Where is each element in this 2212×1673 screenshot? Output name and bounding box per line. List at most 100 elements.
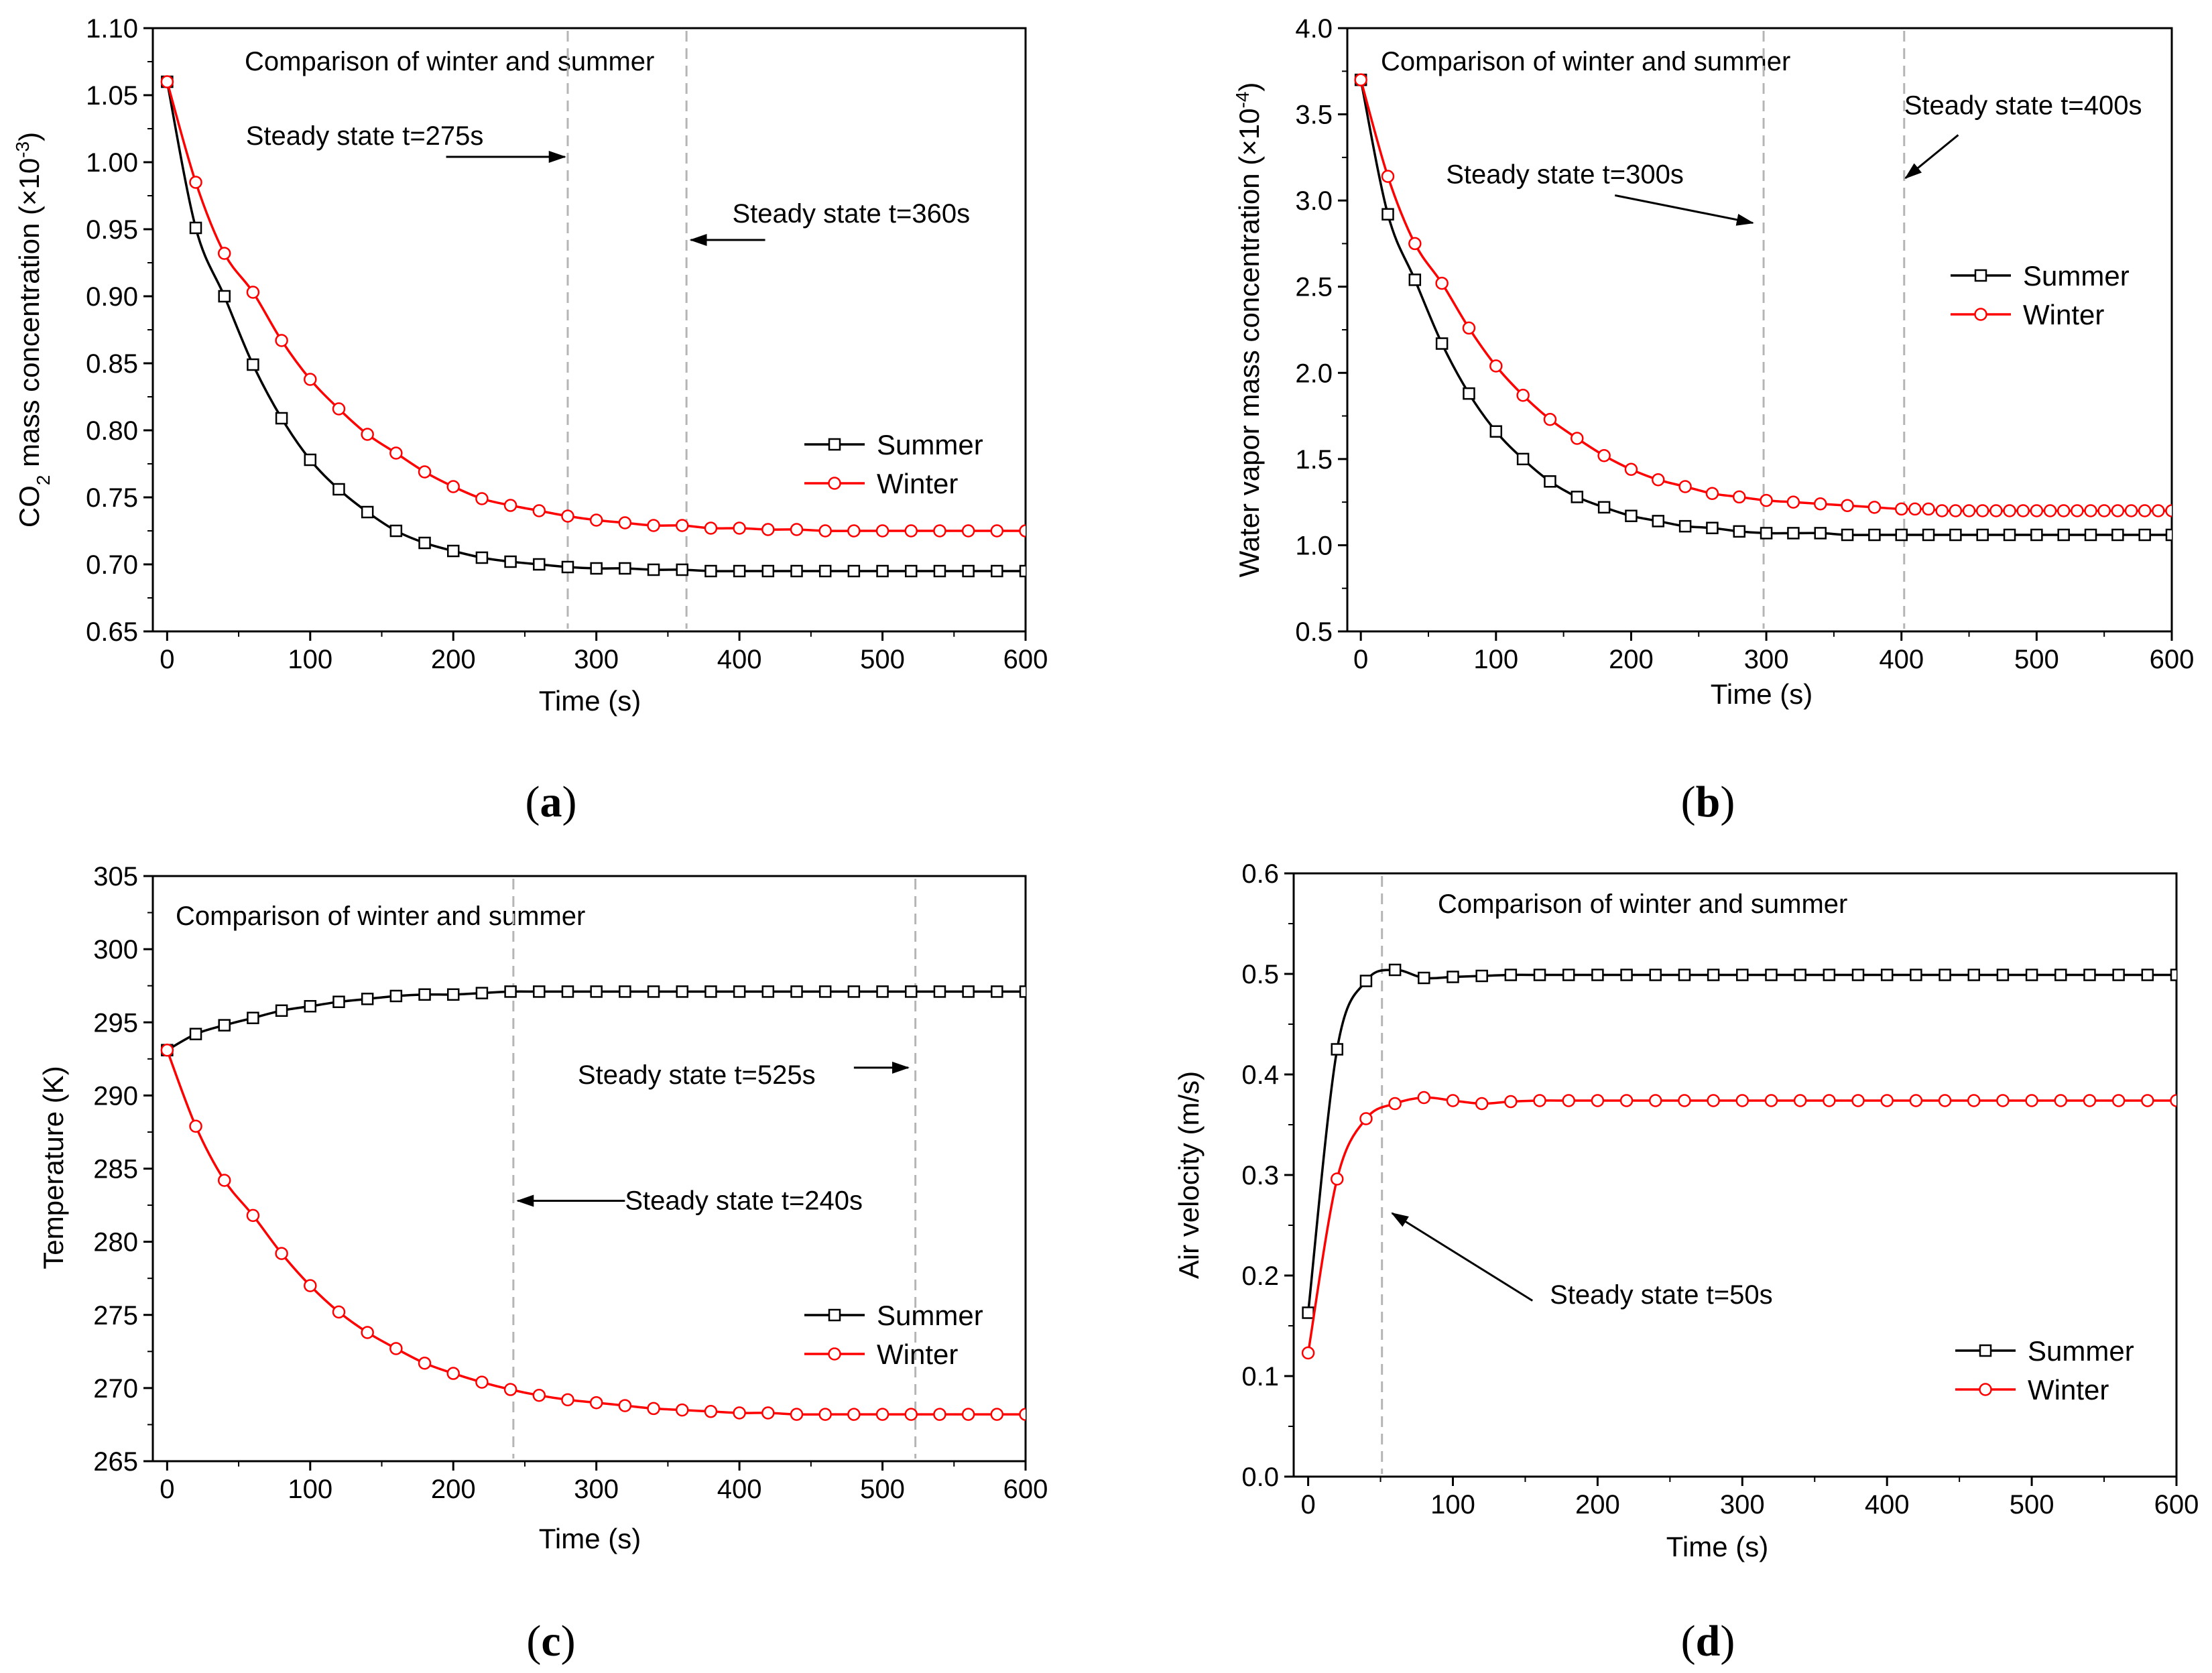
data-point-winter bbox=[904, 1408, 918, 1421]
y-label-sup: -4 bbox=[1232, 92, 1253, 109]
legend-marker-summer bbox=[828, 438, 841, 451]
data-point-winter bbox=[933, 1408, 946, 1421]
data-point-summer bbox=[1949, 528, 1962, 542]
data-point-summer bbox=[1463, 387, 1475, 400]
data-point-winter bbox=[275, 334, 288, 347]
data-point-summer bbox=[2111, 528, 2124, 542]
data-point-winter bbox=[1935, 504, 1949, 517]
data-point-winter bbox=[675, 1403, 689, 1417]
data-point-winter bbox=[1571, 432, 1584, 445]
x-tick-label: 600 bbox=[1003, 1475, 1048, 1504]
series-line-summer bbox=[166, 990, 1026, 1052]
y-tick-label: 0.4 bbox=[1241, 1060, 1279, 1090]
data-point-summer bbox=[1707, 969, 1720, 981]
x-tick-label: 400 bbox=[717, 1475, 762, 1504]
data-point-winter bbox=[532, 504, 546, 517]
data-point-summer bbox=[1996, 969, 2010, 981]
data-point-summer bbox=[2083, 969, 2096, 981]
data-point-summer bbox=[1823, 969, 1836, 981]
y-tick-label: 0.0 bbox=[1241, 1463, 1279, 1492]
data-point-winter bbox=[647, 519, 660, 532]
y-tick-label: 1.5 bbox=[1295, 445, 1333, 475]
data-point-summer bbox=[619, 985, 631, 998]
panel-label-letter: c bbox=[541, 1617, 560, 1666]
x-tick-label: 100 bbox=[1473, 645, 1518, 674]
panel-a: 0 100 200 300 400 500 600 0.65 0.70 0.75 0.80 0.85 0… bbox=[12, 14, 1048, 826]
legend-label-winter: Winter bbox=[877, 468, 958, 499]
data-point-summer bbox=[475, 987, 489, 999]
data-point-summer bbox=[647, 563, 660, 576]
data-point-winter bbox=[1446, 1094, 1460, 1107]
data-point-summer bbox=[2057, 528, 2070, 542]
data-point-summer bbox=[1787, 527, 1800, 540]
data-point-summer bbox=[533, 558, 546, 571]
data-point-winter bbox=[1652, 473, 1665, 487]
data-point-summer bbox=[275, 1004, 288, 1017]
y-tick-label: 305 bbox=[93, 862, 138, 891]
annotation-arrow bbox=[1904, 134, 1959, 179]
data-point-winter bbox=[2138, 504, 2152, 517]
y-tick-label: 0.90 bbox=[86, 282, 138, 312]
data-point-summer bbox=[533, 985, 546, 998]
annotation-arrow bbox=[1391, 1212, 1534, 1302]
data-point-winter bbox=[2170, 1094, 2176, 1107]
data-point-winter bbox=[503, 1383, 517, 1396]
data-point-winter bbox=[246, 1209, 260, 1223]
data-point-summer bbox=[389, 524, 403, 538]
data-point-winter bbox=[1354, 73, 1367, 86]
data-point-summer bbox=[2054, 969, 2067, 981]
data-point-winter bbox=[1649, 1094, 1662, 1107]
data-point-winter bbox=[2111, 504, 2125, 517]
x-tick-label: 500 bbox=[860, 645, 905, 674]
data-point-summer bbox=[1597, 501, 1611, 514]
data-point-winter bbox=[304, 1279, 317, 1292]
data-point-summer bbox=[2170, 969, 2176, 981]
data-point-winter bbox=[1381, 170, 1395, 183]
data-point-winter bbox=[818, 524, 832, 538]
data-point-summer bbox=[1976, 528, 1989, 542]
data-point-summer bbox=[1652, 515, 1665, 528]
data-point-summer bbox=[933, 985, 946, 998]
panel-label-open: ( bbox=[526, 778, 540, 826]
data-point-winter bbox=[1793, 1094, 1807, 1107]
x-tick-label: 0 bbox=[1300, 1490, 1315, 1520]
data-point-summer bbox=[704, 564, 717, 578]
data-point-winter bbox=[503, 499, 517, 512]
x-tick-label: 200 bbox=[1609, 645, 1654, 674]
data-point-summer bbox=[590, 985, 603, 998]
data-point-summer bbox=[1967, 969, 1980, 981]
data-point-summer bbox=[619, 562, 631, 575]
data-point-summer bbox=[1814, 527, 1827, 540]
legend-marker-winter bbox=[828, 1347, 841, 1361]
data-point-winter bbox=[2124, 504, 2138, 517]
data-point-summer bbox=[1562, 969, 1575, 981]
y-tick-label: 295 bbox=[93, 1008, 138, 1038]
series-line-summer bbox=[1306, 969, 2176, 1313]
data-point-winter bbox=[418, 465, 432, 479]
data-point-winter bbox=[2030, 504, 2044, 517]
y-tick-label: 0.80 bbox=[86, 416, 138, 446]
y-tick-label: 300 bbox=[93, 935, 138, 965]
x-tick-label: 0 bbox=[160, 645, 174, 674]
x-axis-label: Time (s) bbox=[539, 1523, 641, 1554]
data-point-summer bbox=[1516, 452, 1530, 466]
data-point-winter bbox=[1880, 1094, 1894, 1107]
data-point-winter bbox=[1894, 502, 1908, 516]
data-point-winter bbox=[933, 524, 946, 538]
data-point-summer bbox=[189, 221, 202, 235]
data-point-winter bbox=[875, 524, 889, 538]
data-point-winter bbox=[1908, 502, 1922, 516]
data-point-summer bbox=[2025, 969, 2038, 981]
annotation-text: Steady state t=300s bbox=[1446, 160, 1684, 189]
data-point-winter bbox=[160, 75, 174, 88]
data-point-winter bbox=[1489, 359, 1503, 373]
data-point-winter bbox=[1962, 504, 1976, 517]
data-point-winter bbox=[1705, 487, 1719, 501]
data-point-winter bbox=[990, 524, 1004, 538]
data-point-summer bbox=[218, 1019, 231, 1032]
data-point-summer bbox=[1359, 975, 1373, 987]
x-tick-label: 400 bbox=[717, 645, 762, 674]
data-point-winter bbox=[704, 1405, 718, 1418]
y-tick-label: 0.75 bbox=[86, 483, 138, 513]
data-point-winter bbox=[189, 1119, 202, 1133]
